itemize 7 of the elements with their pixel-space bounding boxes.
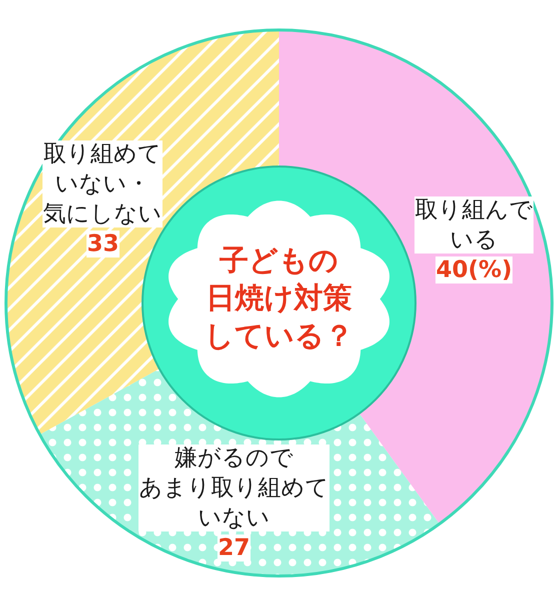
data-label: 27 xyxy=(218,535,250,561)
data-label: 33 xyxy=(87,231,120,257)
text: 子どもの日焼け対策している？ xyxy=(204,243,354,352)
data-label: 40(%) xyxy=(436,257,512,283)
slice-label: 嫌がるのであまり取り組めていない xyxy=(139,445,329,531)
slice-label: 取り組んでいる xyxy=(415,197,533,253)
slice-label: 取り組めていない・気にしない xyxy=(43,141,162,227)
